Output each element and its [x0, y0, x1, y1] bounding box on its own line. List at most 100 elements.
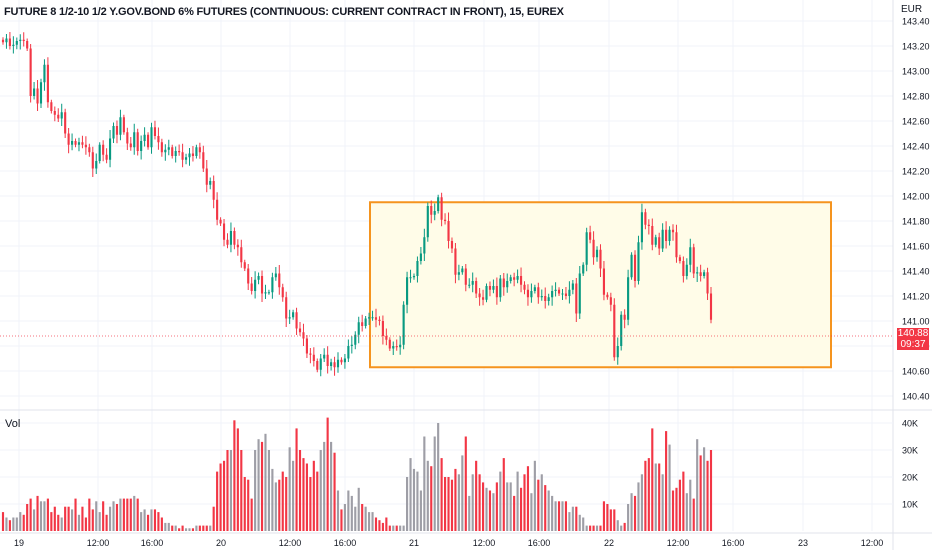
candle: [571, 280, 574, 295]
volume-bar: [540, 474, 543, 531]
candle: [481, 289, 485, 306]
volume-bar: [167, 522, 170, 531]
candle-body: [350, 344, 353, 346]
candle: [609, 292, 612, 312]
candle-body: [416, 261, 419, 276]
candle-body: [105, 154, 108, 160]
candle-body: [50, 102, 53, 111]
time-tick-label: 20: [216, 538, 226, 548]
candle-body: [129, 143, 132, 148]
candle-body: [195, 147, 198, 156]
candle-body: [302, 332, 305, 339]
volume-bar: [326, 417, 329, 531]
candle: [668, 226, 671, 246]
candle: [661, 223, 664, 252]
candle: [703, 269, 706, 279]
candle: [5, 34, 8, 49]
candle-body: [564, 293, 568, 296]
time-tick-label: 21: [409, 538, 419, 548]
volume-bar: [564, 501, 568, 531]
candle-body: [212, 181, 215, 200]
candle: [285, 291, 288, 327]
candle-body: [530, 291, 533, 298]
candle-body: [281, 287, 284, 298]
candle-body: [181, 152, 184, 160]
time-tick-label: 12:00: [667, 538, 690, 548]
candle: [53, 106, 56, 122]
volume-bar: [22, 514, 25, 531]
volume-bar: [637, 482, 640, 531]
candle: [395, 339, 398, 351]
volume-bar: [675, 487, 678, 531]
candle-body: [620, 314, 623, 346]
volume-bar: [350, 495, 353, 531]
volume-bars-group: [1, 417, 713, 531]
candle-body: [374, 317, 378, 320]
candle: [495, 277, 498, 305]
candle-body: [568, 289, 571, 296]
volume-bar: [243, 477, 246, 531]
candle: [46, 57, 49, 108]
candle: [153, 120, 157, 140]
candle: [236, 239, 239, 256]
price-tick-label: 141.00: [902, 317, 930, 327]
candle-body: [264, 292, 267, 294]
candle-body: [388, 339, 391, 349]
candle-body: [260, 276, 264, 294]
volume-bar: [191, 528, 195, 531]
volume-tick-label: 20K: [902, 473, 918, 483]
candle: [402, 301, 405, 350]
candle-body: [696, 272, 699, 274]
volume-bar: [595, 525, 599, 531]
candle-body: [222, 223, 226, 240]
candle: [547, 293, 550, 306]
candle-body: [499, 278, 502, 298]
volume-bar: [388, 525, 391, 531]
last-price-tag[interactable]: 140.88 09:37: [897, 328, 929, 350]
volume-bar: [278, 479, 281, 531]
candle: [95, 153, 98, 174]
candle: [88, 143, 91, 157]
volume-bar: [509, 482, 512, 531]
volume-bar: [5, 517, 8, 531]
candle: [71, 133, 74, 151]
candle-body: [706, 272, 709, 294]
volume-bar: [661, 474, 664, 531]
candle-body: [475, 281, 478, 294]
candle-body: [540, 296, 543, 298]
candle-body: [637, 242, 640, 281]
volume-bar: [309, 477, 312, 531]
candle: [319, 354, 322, 377]
candle-body: [257, 276, 260, 280]
candle: [316, 358, 319, 373]
price-tick-label: 141.40: [902, 267, 930, 277]
candle-body: [95, 161, 98, 169]
candle-body: [226, 239, 229, 245]
candle: [692, 243, 695, 278]
candle-body: [627, 277, 630, 320]
candle-body: [278, 273, 281, 288]
candle-body: [250, 283, 253, 291]
candle: [229, 222, 233, 253]
chart-title: FUTURE 8 1/2-10 1/2 Y.GOV.BOND 6% FUTURE…: [4, 6, 564, 18]
volume-bar: [271, 468, 274, 531]
volume-bar: [703, 447, 706, 531]
candle-body: [357, 322, 360, 335]
candle-body: [392, 346, 395, 349]
candle-body: [547, 297, 550, 301]
volume-bar: [267, 450, 271, 531]
volume-bar: [95, 501, 98, 531]
time-tick-label: 12:00: [473, 538, 496, 548]
volume-bar: [423, 436, 426, 531]
volume-bar: [399, 525, 402, 531]
candle-body: [140, 141, 143, 151]
candle: [181, 143, 184, 168]
candle: [544, 287, 547, 309]
price-tick-label: 142.60: [902, 117, 930, 127]
candle: [129, 137, 132, 151]
volume-bar: [285, 477, 288, 531]
candle: [22, 32, 25, 47]
time-tick-label: 23: [798, 538, 808, 548]
